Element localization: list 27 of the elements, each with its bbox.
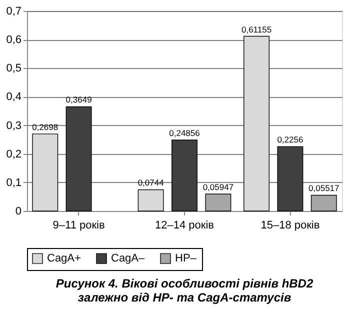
- y-tick-label: 0,7: [6, 6, 22, 18]
- x-tick-label: 15–18 років: [260, 220, 320, 232]
- legend-label: HP–: [175, 252, 198, 265]
- y-tick-label: 0: [15, 206, 22, 218]
- y-tick-label: 0,2: [6, 148, 22, 160]
- legend-label: CagA+: [47, 252, 81, 265]
- legend-label: CagA–: [111, 252, 146, 265]
- text: залежно від HP- та CagA-статусів: [78, 290, 292, 304]
- data-label: 0,24856: [169, 128, 200, 138]
- y-tick-label: 0,4: [6, 91, 22, 104]
- y-tick-label: 0,6: [6, 34, 22, 46]
- y-tick-label: 0,5: [6, 62, 22, 75]
- bar: [310, 194, 337, 212]
- data-label: 0,0744: [138, 178, 164, 188]
- bar: [138, 189, 164, 212]
- y-tick-label: 0,1: [6, 176, 22, 189]
- data-label: 0,2256: [277, 134, 304, 145]
- data-label: 0,61155: [241, 24, 272, 34]
- y-tick-label: 0,3: [6, 120, 22, 132]
- text: Рисунок 4. Вікові особливості рівнів hBD2: [56, 276, 314, 290]
- data-label: 0,2698: [32, 122, 58, 132]
- data-label: 0,3649: [66, 94, 92, 105]
- x-tick-label: 12–14 років: [155, 220, 214, 232]
- data-label: 0,05517: [308, 183, 340, 194]
- x-tick-label: 9–11 років: [52, 220, 105, 232]
- data-label: 0,05947: [202, 182, 234, 192]
- bar: [205, 194, 232, 212]
